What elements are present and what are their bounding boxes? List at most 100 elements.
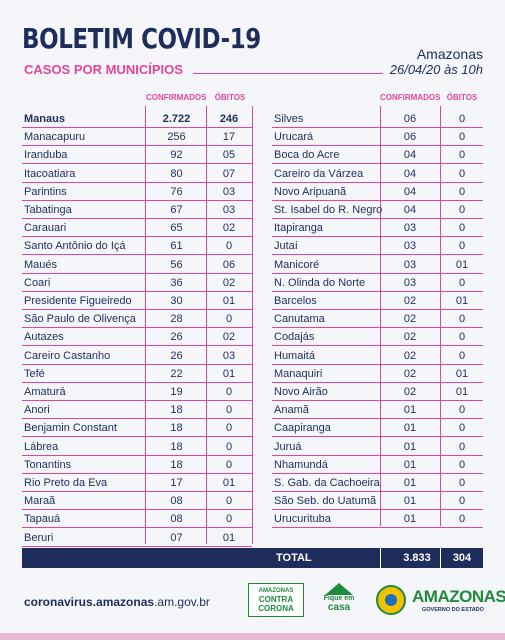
deaths-count: 01: [222, 367, 236, 380]
confirmed-count: 02: [403, 331, 417, 344]
table-row: Boca do Acre 04 0: [272, 146, 483, 165]
table-row: Urucará 06 0: [272, 128, 483, 147]
right-confirmed-header: CONFIRMADOS: [380, 93, 441, 102]
municipality-name: Barcelos: [274, 295, 317, 307]
deaths-count: 02: [222, 276, 236, 289]
municipality-name: Santo Antônio do Içá: [24, 240, 126, 253]
deaths-count: 0: [458, 131, 466, 144]
table-row: Juruá 01 0: [272, 438, 483, 456]
deaths-count: 0: [225, 513, 233, 526]
table-row: Tonantins 18 0: [22, 456, 252, 474]
left-deaths-header: ÓBITOS: [214, 93, 246, 102]
deaths-count: 03: [222, 349, 236, 362]
confirmed-count: 61: [170, 240, 183, 253]
municipality-name: Juruá: [274, 440, 302, 453]
deaths-count: 01: [222, 531, 236, 544]
table-row: Caapiranga 01 0: [272, 419, 483, 438]
deaths-count: 0: [458, 185, 466, 198]
table-row: Beruri 07 01: [22, 529, 252, 547]
confirmed-count: 01: [403, 404, 417, 417]
deaths-count: 0: [458, 113, 466, 125]
deaths-count: 01: [455, 386, 469, 398]
table-row: Careiro Castanho 26 03: [22, 347, 252, 365]
table-row: Manacapuru 256 17: [22, 128, 252, 147]
deaths-count: 0: [458, 404, 466, 417]
left-divider-3: [252, 106, 253, 544]
municipality-name: Boca do Acre: [274, 149, 340, 162]
deaths-count: 05: [222, 149, 236, 162]
confirmed-count: 01: [403, 458, 417, 471]
municipality-name: Humaitá: [274, 349, 315, 362]
confirmed-count: 06: [403, 131, 417, 144]
page-title: BOLETIM COVID-19: [22, 22, 261, 55]
table-row: Manaus 2.722 246: [22, 110, 252, 128]
table-row: Jutaí 03 0: [272, 237, 483, 256]
deaths-count: 0: [458, 422, 466, 435]
municipality-name: Manaquiri: [274, 367, 323, 380]
confirmed-count: 17: [170, 477, 183, 489]
municipality-name: Canutama: [274, 313, 325, 326]
deaths-count: 0: [458, 167, 466, 180]
table-row: Manicoré 03 01: [272, 256, 483, 274]
right-divider-1: [380, 106, 381, 526]
deaths-count: 0: [458, 149, 466, 162]
municipality-name: Silves: [274, 113, 304, 125]
table-row: Tefé 22 01: [22, 365, 252, 383]
confirmed-count: 08: [170, 495, 183, 508]
table-row: Manaquiri 02 01: [272, 365, 483, 383]
confirmed-count: 03: [403, 276, 417, 289]
confirmed-count: 65: [170, 222, 183, 235]
fique-em-casa-logo: Fique em casa: [316, 583, 362, 619]
municipality-name: Amaturá: [24, 386, 66, 398]
deaths-count: 02: [222, 222, 236, 235]
confirmed-count: 18: [170, 440, 183, 453]
table-row: Santo Antônio do Içá 61 0: [22, 237, 252, 256]
deaths-count: 0: [458, 349, 466, 362]
table-row: Novo Aripuanã 04 0: [272, 183, 483, 201]
table-row: Novo Airão 02 01: [272, 383, 483, 401]
municipality-name: Autazes: [24, 331, 64, 344]
municipality-name: Rio Preto da Eva: [24, 477, 108, 489]
municipality-name: Lábrea: [24, 440, 59, 453]
website-link[interactable]: coronavirus.amazonas.am.gov.br: [24, 595, 210, 609]
logo2-line2: casa: [327, 602, 351, 613]
municipality-name: Caapiranga: [274, 422, 331, 435]
deaths-count: 0: [225, 422, 233, 435]
municipality-name: Coari: [24, 276, 51, 289]
confirmed-count: 80: [170, 167, 183, 180]
municipality-name: S. Gab. da Cachoeira: [274, 477, 380, 489]
total-deaths: 304: [452, 552, 472, 564]
table-row: Amaturá 19 0: [22, 383, 252, 401]
confirmed-count: 26: [170, 349, 183, 362]
confirmed-count: 02: [403, 367, 417, 380]
deaths-count: 0: [458, 495, 466, 508]
deaths-count: 0: [225, 386, 233, 398]
municipality-name: St. Isabel do R. Negro: [274, 204, 383, 216]
deaths-count: 01: [222, 477, 236, 489]
table-row: Lábrea 18 0: [22, 438, 252, 456]
table-row: St. Isabel do R. Negro 04 0: [272, 201, 483, 219]
municipality-name: Urucurituba: [274, 513, 331, 526]
deaths-count: 06: [222, 258, 236, 271]
right-deaths-header: ÓBITOS: [446, 93, 478, 102]
deaths-count: 0: [225, 440, 233, 453]
confirmed-count: 19: [170, 386, 183, 398]
deaths-count: 17: [222, 131, 236, 144]
deaths-count: 01: [455, 367, 469, 380]
confirmed-count: 03: [403, 240, 417, 253]
website-domain-rest: .am.gov.br: [154, 595, 210, 609]
deaths-count: 0: [458, 331, 466, 344]
table-row: Anori 18 0: [22, 401, 252, 420]
municipality-name: Anori: [24, 404, 50, 417]
municipality-name: Tabatinga: [24, 204, 72, 216]
municipality-name: Iranduba: [24, 149, 68, 162]
municipality-name: Novo Airão: [274, 386, 328, 398]
table-row: Tabatinga 67 03: [22, 201, 252, 219]
municipality-name: Manacapuru: [24, 131, 86, 144]
municipality-name: Itacoatiara: [24, 167, 76, 180]
municipality-name: Nhamundá: [274, 458, 328, 471]
table-row: São Seb. do Uatumã 01 0: [272, 492, 483, 511]
confirmed-count: 04: [403, 149, 417, 162]
municipality-name: Novo Aripuanã: [274, 185, 347, 198]
